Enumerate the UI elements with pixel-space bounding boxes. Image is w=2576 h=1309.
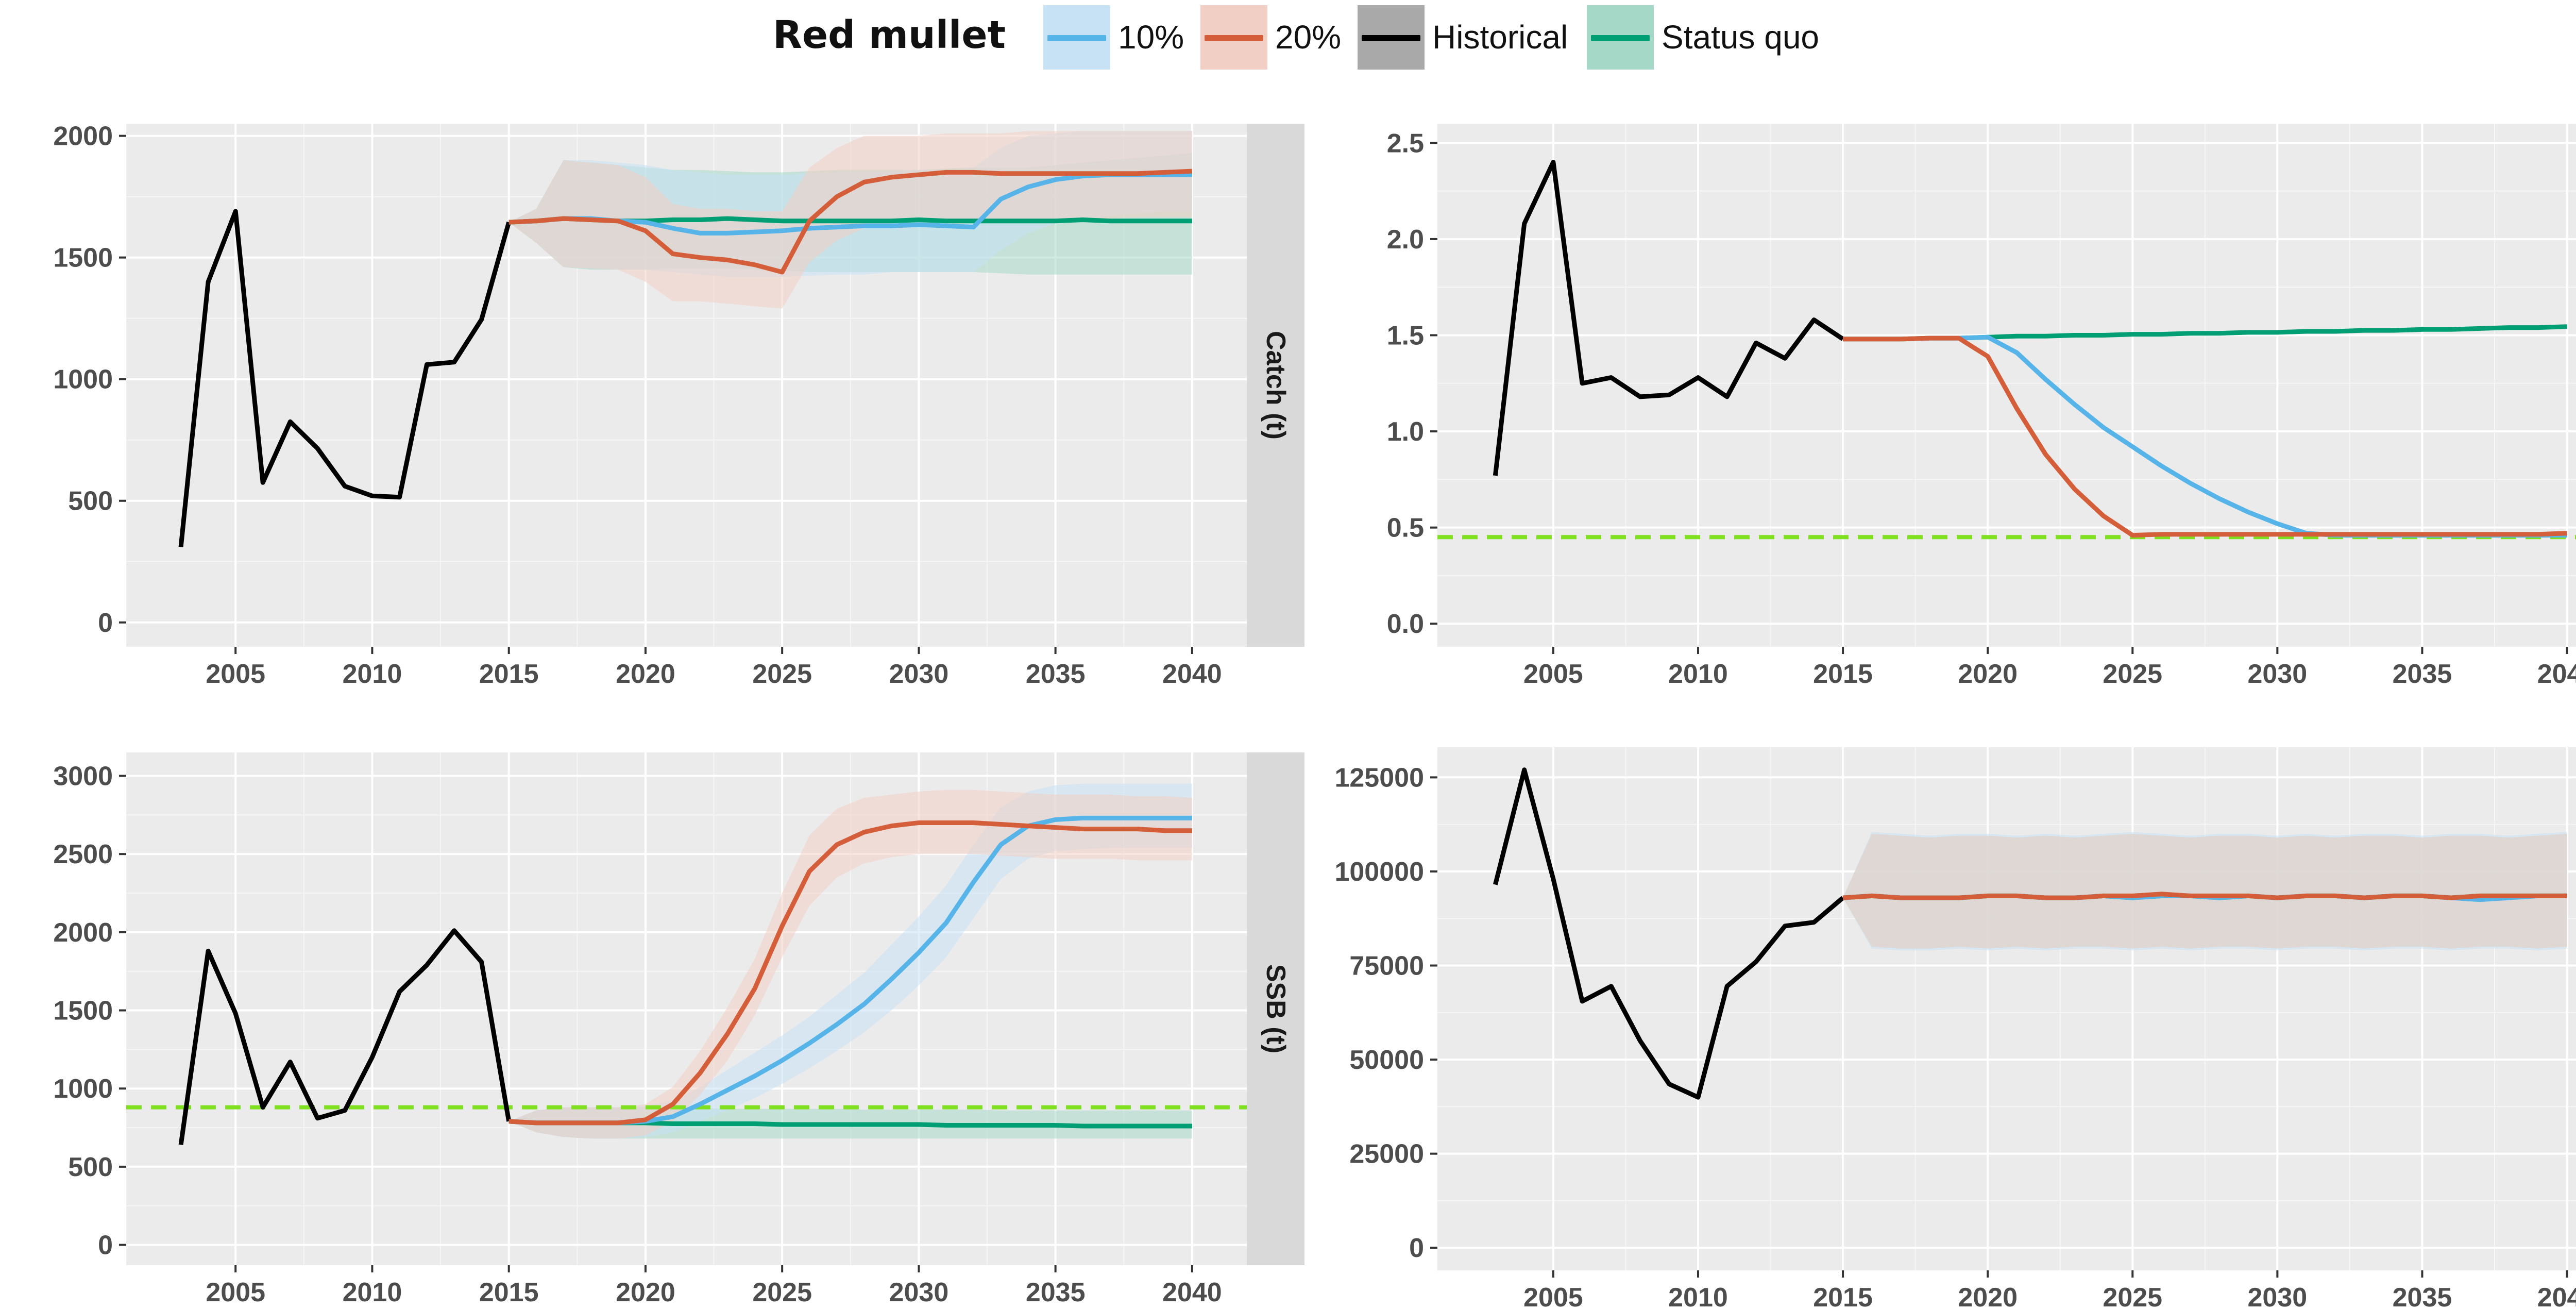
x-tick-label: 2005 bbox=[1523, 659, 1583, 689]
x-tick-label: 2035 bbox=[2393, 659, 2452, 689]
legend-key-20pct bbox=[1200, 5, 1267, 70]
ribbon-20pct bbox=[1843, 833, 2567, 949]
ribbon-20pct bbox=[509, 790, 1192, 1139]
y-tick-label: 1.5 bbox=[1387, 321, 1424, 350]
panel-catch-t: 2005 2010 2015 2020 2025 2030 2035 2040 0 500 1000… bbox=[53, 122, 1304, 689]
series-line-historical bbox=[1493, 160, 1844, 476]
x-tick-label: 2015 bbox=[1813, 1283, 1873, 1309]
y-tick-label: 1.0 bbox=[1387, 417, 1424, 447]
y-tick-label: 0 bbox=[98, 1231, 113, 1261]
series-line-historical bbox=[1493, 767, 1845, 1100]
panel-f: 2005 2010 2015 2020 2025 2030 2035 2040 0.0 0.5 1.… bbox=[1387, 124, 2576, 689]
series-line-20pct bbox=[509, 169, 1193, 275]
y-tick-label: 1000 bbox=[53, 365, 113, 395]
series-line-historical bbox=[178, 928, 512, 1146]
x-tick-label: 2025 bbox=[2103, 1283, 2162, 1309]
y-tick-label: 0.5 bbox=[1387, 513, 1424, 543]
facet-strip-label: SSB (t) bbox=[1261, 964, 1291, 1053]
x-tick-label: 2010 bbox=[1668, 1283, 1728, 1309]
x-tick-label: 2035 bbox=[2393, 1283, 2452, 1309]
y-tick-label: 50000 bbox=[1349, 1045, 1424, 1075]
y-tick-label: 2000 bbox=[53, 918, 113, 948]
x-tick-label: 2015 bbox=[479, 659, 539, 689]
y-tick-label: 1000 bbox=[53, 1074, 113, 1104]
legend-line-historical bbox=[1362, 35, 1420, 41]
y-tick-label: 500 bbox=[68, 486, 113, 516]
x-tick-label: 2010 bbox=[343, 1278, 402, 1307]
legend-label-historical: Historical bbox=[1432, 19, 1568, 56]
x-tick-label: 2010 bbox=[343, 659, 402, 689]
facet-strip bbox=[1247, 124, 1304, 647]
x-tick-label: 2020 bbox=[1958, 659, 2018, 689]
panel-ssb-t: 2005 2010 2015 2020 2025 2030 2035 2040 0 500 1000… bbox=[53, 752, 1304, 1307]
x-tick-label: 2040 bbox=[2537, 659, 2576, 689]
x-tick-label: 2025 bbox=[2103, 659, 2162, 689]
facet-strip-label: Catch (t) bbox=[1261, 331, 1291, 440]
series-line-historical bbox=[178, 209, 512, 547]
x-tick-label: 2015 bbox=[1813, 659, 1873, 689]
x-tick-label: 2035 bbox=[1026, 659, 1086, 689]
y-tick-label: 2500 bbox=[53, 840, 113, 869]
x-tick-label: 2020 bbox=[616, 659, 675, 689]
legend-line-20pct bbox=[1205, 35, 1263, 41]
x-tick-label: 2025 bbox=[752, 659, 812, 689]
x-tick-label: 2030 bbox=[889, 1278, 949, 1307]
y-tick-label: 0 bbox=[98, 608, 113, 638]
y-tick-label: 500 bbox=[68, 1152, 113, 1182]
y-tick-label: 1500 bbox=[53, 243, 113, 273]
legend-label-20pct: 20% bbox=[1275, 19, 1342, 56]
y-tick-label: 100000 bbox=[1334, 857, 1424, 887]
legend-key-status-quo bbox=[1587, 5, 1654, 70]
x-tick-label: 2030 bbox=[889, 659, 949, 689]
x-tick-label: 2040 bbox=[2537, 1283, 2576, 1309]
y-tick-label: 0.0 bbox=[1387, 609, 1424, 639]
x-tick-label: 2005 bbox=[206, 659, 265, 689]
y-tick-label: 125000 bbox=[1334, 763, 1424, 793]
legend-key-10pct bbox=[1043, 5, 1110, 70]
x-tick-label: 2005 bbox=[206, 1278, 265, 1307]
y-tick-label: 3000 bbox=[53, 762, 113, 792]
legend-title: Red mullet bbox=[773, 13, 1006, 57]
legend-key-historical bbox=[1358, 5, 1425, 70]
x-tick-label: 2010 bbox=[1668, 659, 1728, 689]
y-tick-label: 1500 bbox=[53, 996, 113, 1026]
x-tick-label: 2030 bbox=[2248, 1283, 2308, 1309]
legend-line-status-quo bbox=[1591, 35, 1650, 41]
y-tick-label: 2.5 bbox=[1387, 128, 1424, 158]
legend-label-10pct: 10% bbox=[1118, 19, 1184, 56]
y-tick-label: 25000 bbox=[1349, 1139, 1424, 1169]
x-tick-label: 2035 bbox=[1026, 1278, 1086, 1307]
series-line-20pct bbox=[1842, 892, 2567, 900]
series-line-20pct bbox=[1843, 335, 2567, 538]
legend-line-10pct bbox=[1047, 35, 1106, 41]
x-tick-label: 2040 bbox=[1162, 1278, 1222, 1307]
y-tick-label: 0 bbox=[1409, 1233, 1424, 1263]
panel-rec: 2005 2010 2015 2020 2025 2030 2035 2040 0 25000 50… bbox=[1334, 747, 2576, 1309]
plot-background bbox=[1437, 124, 2576, 647]
y-tick-label: 2.0 bbox=[1387, 225, 1424, 255]
x-tick-label: 2030 bbox=[2248, 659, 2308, 689]
x-tick-label: 2020 bbox=[1958, 1283, 2018, 1309]
facet-strip bbox=[1247, 752, 1304, 1265]
y-tick-label: 75000 bbox=[1349, 951, 1424, 981]
x-tick-label: 2025 bbox=[752, 1278, 812, 1307]
x-tick-label: 2005 bbox=[1523, 1283, 1583, 1309]
x-tick-label: 2040 bbox=[1162, 659, 1222, 689]
plot-background bbox=[1437, 747, 2576, 1270]
legend: Red mullet 10% 20% Historical Status quo bbox=[0, 0, 2576, 77]
legend-label-status-quo: Status quo bbox=[1662, 19, 1819, 56]
x-tick-label: 2020 bbox=[616, 1278, 675, 1307]
series-line-20pct bbox=[509, 820, 1192, 1126]
y-tick-label: 2000 bbox=[53, 122, 113, 152]
x-tick-label: 2015 bbox=[479, 1278, 539, 1307]
